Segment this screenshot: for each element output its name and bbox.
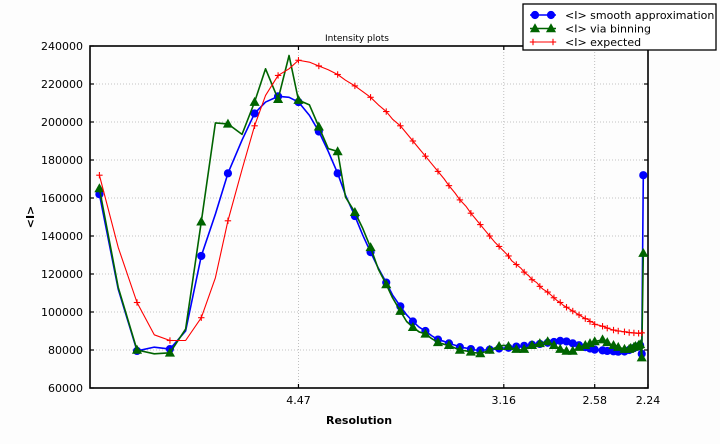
x-tick-label: 2.24 <box>636 394 661 407</box>
y-axis-label: <I> <box>24 206 37 229</box>
y-tick-label: 240000 <box>41 40 83 53</box>
y-tick-label: 200000 <box>41 116 83 129</box>
axis-labels: Intensity plots Resolution <I> <box>24 34 392 427</box>
x-axis-label: Resolution <box>326 414 392 427</box>
y-tick-label: 220000 <box>41 78 83 91</box>
chart-title: Intensity plots <box>325 34 389 44</box>
legend: <I> smooth approximation<I> via binning<… <box>522 3 717 51</box>
x-tick-label: 3.16 <box>492 394 517 407</box>
y-tick-label: 140000 <box>41 230 83 243</box>
x-tick-label: 4.47 <box>286 394 311 407</box>
y-tick-label: 100000 <box>41 306 83 319</box>
legend-item-0[interactable]: <I> smooth approximation <box>530 9 714 22</box>
y-tick-label: 60000 <box>48 382 83 395</box>
legend-item-2[interactable]: <I> expected <box>529 36 641 49</box>
series-triangle <box>94 54 649 362</box>
series-plus <box>96 57 645 344</box>
legend-label: <I> smooth approximation <box>565 9 714 22</box>
legend-label: <I> via binning <box>565 23 651 36</box>
y-tick-label: 160000 <box>41 192 83 205</box>
y-tick-label: 120000 <box>41 268 83 281</box>
y-tick-label: 80000 <box>48 344 83 357</box>
axis-ticks: 60000 80000 100000 120000 140000 160000 180000… <box>41 40 660 407</box>
plot-frame <box>89 45 649 389</box>
data-series <box>94 54 649 362</box>
legend-label: <I> expected <box>565 36 641 49</box>
x-tick-label: 2.58 <box>582 394 607 407</box>
y-tick-label: 180000 <box>41 154 83 167</box>
legend-item-1[interactable]: <I> via binning <box>529 23 651 36</box>
